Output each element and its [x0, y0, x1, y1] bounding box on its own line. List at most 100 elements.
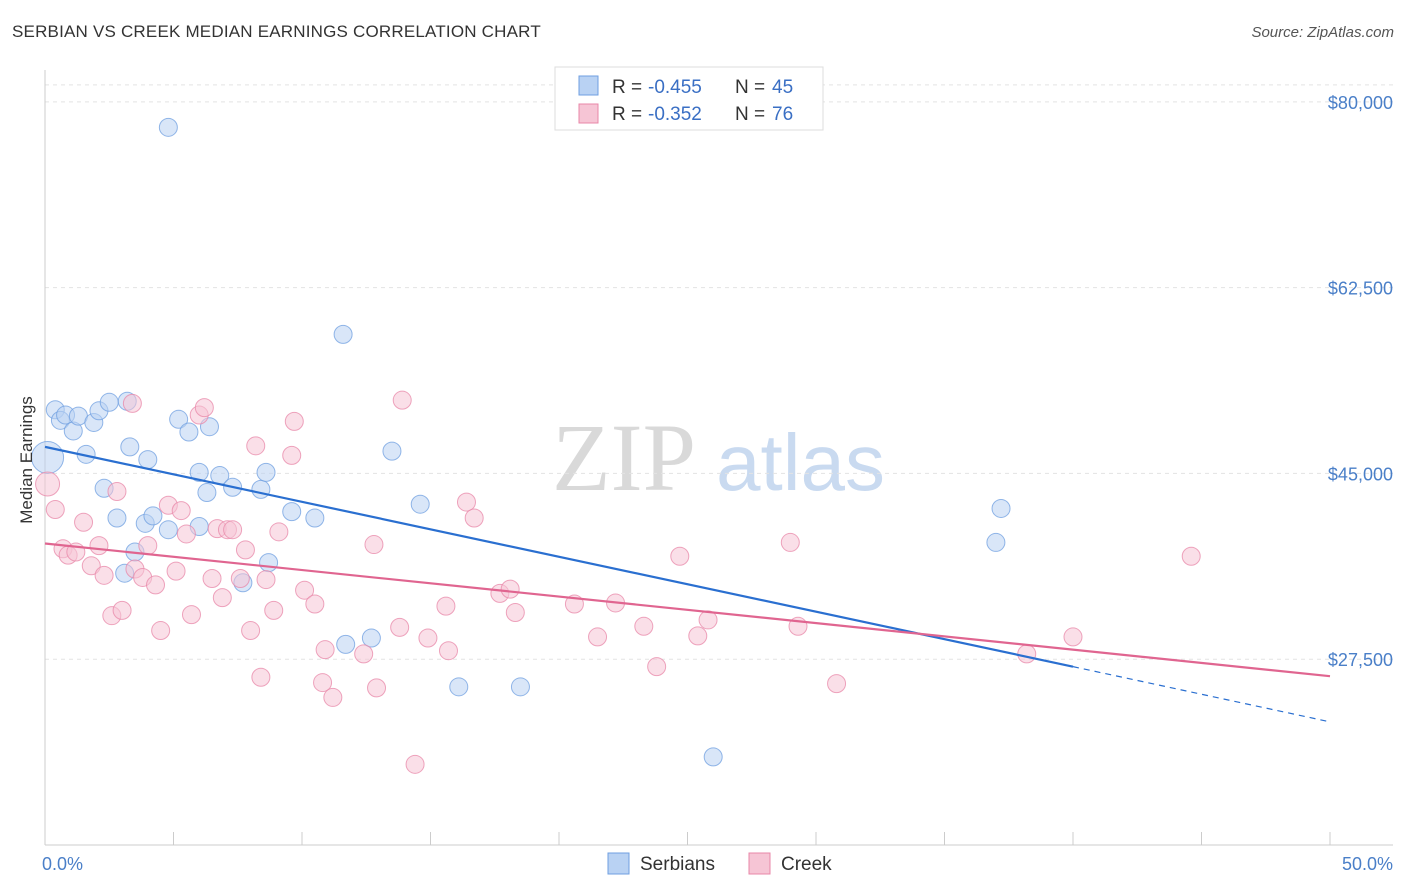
creek-point-6 — [81, 556, 101, 576]
series-legend-swatch-creek — [748, 852, 771, 875]
serbians-point-34 — [305, 508, 325, 528]
creek-point-62 — [634, 616, 654, 636]
legend-r-label-creek: R = — [612, 104, 642, 125]
trend-lines — [44, 445, 1331, 723]
creek-point-65 — [688, 626, 708, 646]
creek-point-25 — [202, 569, 222, 589]
creek-point-52 — [438, 641, 458, 661]
serbians-point-44 — [991, 498, 1011, 518]
creek-point-70 — [1017, 644, 1037, 664]
source-label: Source: ZipAtlas.com — [1251, 24, 1394, 41]
x-tick-label-0: 0.0% — [42, 854, 83, 874]
creek-point-17 — [151, 621, 171, 641]
watermark-atlas: atlas — [716, 418, 885, 507]
serbians-point-14 — [169, 409, 189, 429]
serbians-point-29 — [251, 479, 271, 499]
serbians-point-12 — [138, 450, 158, 470]
creek-point-46 — [364, 535, 384, 555]
y-tick-label-2: $62,500 — [1328, 279, 1393, 299]
creek-point-5 — [74, 512, 94, 532]
creek-point-31 — [235, 540, 255, 560]
creek-point-24 — [194, 398, 214, 418]
serbians-point-25 — [197, 483, 217, 503]
creek-point-37 — [269, 522, 289, 542]
serbians-trend-extension — [1072, 666, 1331, 723]
creek-point-40 — [295, 580, 315, 600]
serbians-point-39 — [410, 494, 430, 514]
creek-trend-line — [44, 542, 1331, 678]
creek-point-22 — [181, 605, 201, 625]
serbians-points — [31, 117, 1011, 767]
creek-point-39 — [284, 411, 304, 431]
series-legend-swatch-serbians — [607, 852, 630, 875]
creek-point-21 — [176, 524, 196, 544]
creek-point-64 — [670, 546, 690, 566]
legend-swatch-serbians — [578, 75, 599, 96]
legend-n-label-serbians: N = — [735, 77, 765, 98]
creek-point-0 — [35, 471, 61, 497]
creek-point-27 — [212, 588, 232, 608]
serbians-point-30 — [256, 462, 276, 482]
creek-point-71 — [1063, 627, 1083, 647]
serbians-point-41 — [510, 677, 530, 697]
serbians-point-0 — [31, 441, 65, 474]
creek-point-34 — [251, 667, 271, 687]
creek-point-63 — [647, 657, 667, 677]
creek-point-38 — [282, 445, 302, 465]
serbians-point-24 — [189, 462, 209, 482]
serbians-point-35 — [336, 634, 356, 654]
creek-point-12 — [122, 393, 142, 413]
creek-point-11 — [112, 600, 132, 620]
serbians-point-18 — [107, 508, 127, 528]
legend-r-label-serbians: R = — [612, 77, 642, 98]
legend-n-label-creek: N = — [735, 104, 765, 125]
series-legend: Serbians Creek — [607, 852, 832, 875]
series-legend-label-creek: Creek — [781, 854, 832, 875]
y-axis-label: Median Earnings — [17, 396, 36, 524]
creek-point-7 — [89, 536, 109, 556]
creek-point-50 — [392, 390, 412, 410]
creek-point-43 — [323, 687, 343, 707]
serbians-point-23 — [158, 520, 178, 540]
serbians-point-11 — [120, 437, 140, 457]
creek-point-15 — [138, 536, 158, 556]
creek-point-42 — [313, 673, 333, 693]
watermark-zip: ZIP — [552, 404, 696, 511]
creek-point-36 — [264, 600, 284, 620]
creek-point-20 — [171, 501, 191, 521]
serbians-point-13 — [158, 117, 178, 137]
serbians-point-42 — [703, 747, 723, 767]
serbians-point-37 — [361, 628, 381, 648]
serbians-point-33 — [282, 502, 302, 522]
creek-point-32 — [241, 621, 261, 641]
serbians-point-43 — [986, 532, 1006, 552]
creek-point-49 — [405, 754, 425, 774]
x-tick-label-1: 50.0% — [1342, 854, 1393, 874]
y-tick-label-3: $80,000 — [1328, 93, 1393, 113]
serbians-point-40 — [449, 677, 469, 697]
creek-point-1 — [45, 500, 65, 520]
creek-point-53 — [436, 596, 456, 616]
creek-point-48 — [390, 617, 410, 637]
creek-point-8 — [94, 565, 114, 585]
legend-n-value-creek: 76 — [772, 104, 793, 125]
creek-point-58 — [505, 603, 525, 622]
creek-point-60 — [588, 627, 608, 647]
creek-point-35 — [256, 570, 276, 590]
serbians-point-22 — [143, 506, 163, 526]
creek-point-54 — [456, 492, 476, 512]
legend-r-value-serbians: -0.455 — [648, 77, 702, 98]
creek-point-45 — [354, 644, 374, 664]
legend-r-value-creek: -0.352 — [648, 104, 702, 125]
creek-point-33 — [246, 436, 266, 456]
serbians-trend-line — [44, 445, 1074, 668]
serbians-point-9 — [99, 392, 119, 412]
creek-point-72 — [1181, 546, 1201, 566]
creek-point-30 — [230, 569, 250, 589]
y-tick-label-0: $27,500 — [1328, 650, 1393, 670]
axis-ticks: $27,500 $45,000 $62,500 $80,000 0.0% 50.0% — [42, 93, 1393, 874]
correlation-legend: R = -0.455 N = 45 R = -0.352 N = 76 — [554, 66, 824, 131]
series-legend-label-serbians: Serbians — [640, 854, 715, 875]
serbians-point-36 — [333, 324, 353, 344]
